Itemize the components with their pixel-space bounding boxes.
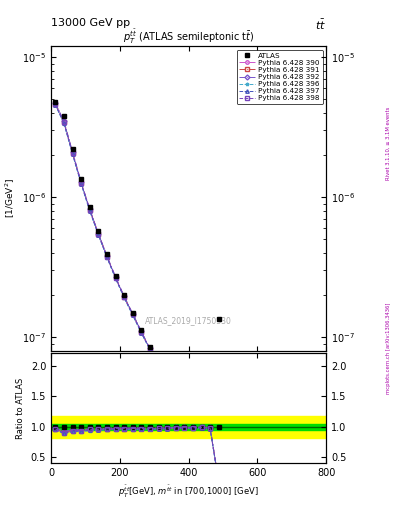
X-axis label: $p_T^{\bar{t}t}$[GeV], $m^{\bar{t}t}$ in [700,1000] [GeV]: $p_T^{\bar{t}t}$[GeV], $m^{\bar{t}t}$ in… [118,484,259,500]
Bar [51,416,326,438]
Text: ATLAS_2019_I1750330: ATLAS_2019_I1750330 [145,316,232,325]
Text: $t\bar{t}$: $t\bar{t}$ [315,18,326,32]
Y-axis label: $1/\sigma\, d^2\sigma / d\, p_T^{t\bar{t}}\, dm^{t\bar{t}}$
[1/GeV$^2$]: $1/\sigma\, d^2\sigma / d\, p_T^{t\bar{t… [0,160,17,237]
Legend: ATLAS, Pythia 6.428 390, Pythia 6.428 391, Pythia 6.428 392, Pythia 6.428 396, P: ATLAS, Pythia 6.428 390, Pythia 6.428 39… [237,50,323,104]
Y-axis label: Ratio to ATLAS: Ratio to ATLAS [16,378,25,439]
Title: $p_T^{t\bar{t}}$ (ATLAS semileptonic t$\bar{t}$): $p_T^{t\bar{t}}$ (ATLAS semileptonic t$\… [123,28,254,46]
Text: 13000 GeV pp: 13000 GeV pp [51,18,130,28]
Bar [51,423,326,430]
Text: Rivet 3.1.10, ≥ 3.1M events: Rivet 3.1.10, ≥ 3.1M events [386,106,391,180]
Text: mcplots.cern.ch [arXiv:1306.3436]: mcplots.cern.ch [arXiv:1306.3436] [386,303,391,394]
